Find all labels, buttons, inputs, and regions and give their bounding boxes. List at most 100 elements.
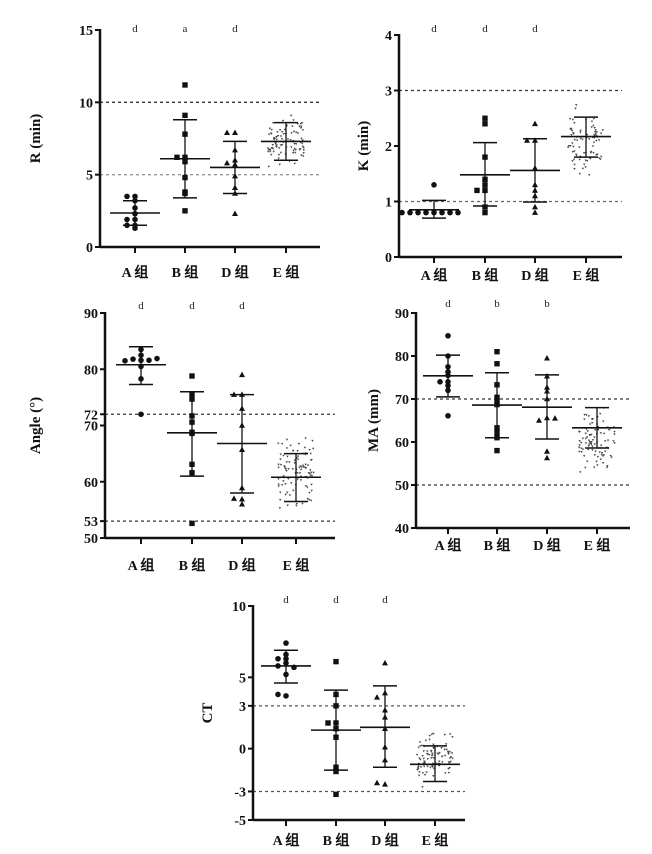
data-point	[399, 209, 405, 216]
data-point	[592, 466, 596, 469]
data-point	[310, 483, 313, 486]
group-d	[210, 129, 260, 217]
data-point	[287, 468, 290, 471]
data-point	[424, 739, 428, 742]
significance-letter: d	[283, 594, 289, 606]
data-point	[300, 154, 303, 157]
data-point	[426, 752, 429, 755]
data-point	[567, 145, 571, 148]
data-point	[277, 157, 280, 160]
data-point	[591, 445, 594, 448]
data-point	[544, 454, 550, 461]
chart-panel-2: 0 1 2 3 4 K (min) A 组 d B 组 d D 组 d E 组	[356, 23, 622, 284]
data-point	[584, 166, 587, 169]
data-point	[494, 361, 500, 367]
data-point	[544, 448, 550, 454]
data-point	[278, 507, 282, 510]
data-point	[266, 150, 270, 153]
data-point	[269, 150, 272, 153]
data-point	[182, 82, 188, 88]
data-point	[280, 138, 284, 141]
data-point	[279, 151, 283, 154]
data-point	[579, 137, 582, 140]
data-point	[333, 768, 339, 775]
data-point	[572, 158, 576, 161]
data-point	[278, 163, 281, 166]
data-point	[271, 147, 275, 150]
data-point	[441, 761, 444, 764]
data-point	[189, 520, 195, 527]
data-point	[286, 138, 290, 141]
x-tick-label: D 组	[521, 267, 549, 284]
data-point	[443, 733, 447, 736]
data-point	[419, 766, 423, 769]
data-point	[299, 147, 302, 150]
x-tick-label: E 组	[573, 267, 600, 284]
data-point	[275, 138, 278, 141]
data-point	[446, 750, 450, 753]
significance-letter: d	[431, 23, 437, 35]
data-point	[532, 120, 538, 127]
data-point	[291, 152, 295, 155]
data-point	[592, 141, 596, 144]
data-point	[422, 750, 425, 753]
data-point	[278, 499, 282, 502]
data-point	[591, 449, 594, 452]
data-point	[294, 151, 297, 154]
group-e	[271, 437, 321, 510]
y-tick-label: -5	[234, 814, 246, 829]
data-point	[280, 143, 284, 146]
data-point	[524, 137, 530, 143]
group-e	[572, 406, 622, 474]
data-point	[607, 429, 611, 432]
data-point	[482, 204, 488, 210]
data-point	[299, 468, 303, 471]
data-point	[449, 760, 452, 763]
data-point	[421, 755, 424, 758]
data-point	[277, 463, 280, 466]
data-point	[275, 655, 281, 662]
data-point	[579, 129, 582, 132]
y-tick-label: 50	[395, 479, 409, 494]
y-tick-label: 60	[395, 436, 409, 451]
significance-letter: d	[445, 298, 451, 310]
data-point	[423, 209, 429, 216]
data-point	[182, 112, 188, 119]
data-point	[282, 480, 285, 483]
y-tick-label: 90	[395, 307, 409, 322]
data-point	[581, 448, 585, 451]
data-point	[590, 120, 594, 123]
y-tick-label: 15	[79, 24, 93, 39]
significance-letter: d	[532, 23, 538, 35]
data-point	[578, 444, 581, 447]
data-point	[281, 131, 284, 134]
data-point	[302, 149, 306, 152]
data-point	[299, 123, 303, 126]
data-point	[310, 475, 314, 478]
data-point	[422, 757, 425, 760]
data-point	[590, 440, 593, 443]
y-tick-label: 40	[395, 522, 409, 537]
data-point	[417, 765, 420, 768]
data-point	[419, 758, 422, 761]
data-point	[418, 757, 421, 760]
data-point	[423, 762, 426, 765]
data-point	[587, 439, 591, 442]
chart-panel-1: 0 5 10 15 R (min) A 组 d B 组 a D 组 d E 组	[28, 23, 320, 281]
data-point	[482, 121, 488, 127]
data-point	[432, 743, 435, 746]
data-point	[612, 440, 615, 443]
significance-letter: d	[189, 300, 195, 312]
data-point	[584, 432, 587, 435]
data-point	[606, 464, 609, 467]
data-point	[597, 139, 601, 142]
data-point	[448, 733, 452, 736]
data-point	[578, 158, 581, 161]
data-point	[599, 432, 603, 435]
data-point	[448, 751, 452, 754]
data-point	[224, 159, 230, 166]
data-point	[282, 454, 285, 457]
data-point	[595, 131, 599, 134]
significance-letter: d	[382, 594, 388, 606]
data-point	[431, 752, 434, 755]
